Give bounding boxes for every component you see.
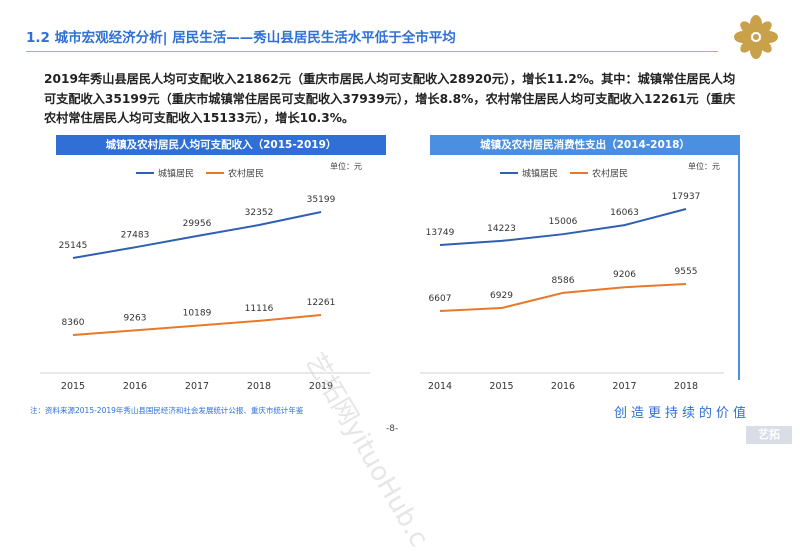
series-line-1 <box>439 283 687 312</box>
data-label: 9206 <box>613 270 636 280</box>
data-label: 27483 <box>121 230 150 240</box>
right-chart-panel <box>420 135 738 400</box>
data-label: 6929 <box>490 291 513 301</box>
unit-label: 单位：元 <box>688 161 720 171</box>
data-label: 35199 <box>307 195 336 205</box>
left-chart-title: 城镇及农村居民人均可支配收入（2015-2019） <box>56 135 386 155</box>
legend-label-1: 农村居民 <box>592 168 628 180</box>
data-label: 17937 <box>672 192 701 202</box>
data-label: 15006 <box>549 217 578 227</box>
x-tick-label: 2017 <box>612 381 636 392</box>
series-line-1 <box>72 314 322 336</box>
source-note: 注：资料来源2015-2019年秀山县国民经济和社会发展统计公报、重庆市统计年鉴 <box>30 406 304 415</box>
x-tick-label: 2015 <box>489 381 513 392</box>
series-line-0 <box>439 208 687 246</box>
data-label: 25145 <box>59 241 88 251</box>
expenditure-line-chart: 城镇居民 农村居民 单位：元 13749 14223 15006 16063 17937 660… <box>420 161 724 392</box>
x-tick-label: 2019 <box>309 381 333 392</box>
x-tick-label: 2014 <box>428 381 452 392</box>
legend-label-0: 城镇居民 <box>158 168 194 180</box>
data-label: 13749 <box>426 228 455 238</box>
x-tick-label: 2016 <box>551 381 575 392</box>
data-label: 8360 <box>62 318 85 328</box>
series-line-0 <box>72 211 322 259</box>
data-label: 32352 <box>245 208 274 218</box>
page-title: 1.2 城市宏观经济分析| 居民生活——秀山县居民生活水平低于全市平均 <box>26 30 456 46</box>
x-tick-label: 2016 <box>123 381 147 392</box>
data-label: 9263 <box>124 313 147 323</box>
flower-logo-icon <box>734 15 778 59</box>
legend-label-0: 城镇居民 <box>522 168 558 180</box>
data-label: 6607 <box>429 294 452 304</box>
income-line-chart: 城镇居民 农村居民 单位：元 25145 27483 29956 32352 35199 836… <box>40 161 370 392</box>
data-label: 11116 <box>245 304 274 314</box>
summary-text: 2019年秀山县居民人均可支配收入21862元（重庆市居民人均可支配收入2892… <box>44 72 736 125</box>
x-tick-label: 2015 <box>61 381 85 392</box>
x-tick-label: 2018 <box>247 381 271 392</box>
corner-watermark: 艺拓 <box>746 426 792 444</box>
slogan-text: 创造更持续的价值 <box>614 406 751 421</box>
x-tick-label: 2017 <box>185 381 209 392</box>
unit-label: 单位：元 <box>330 161 362 171</box>
data-label: 8586 <box>552 276 575 286</box>
data-label: 10189 <box>183 309 212 319</box>
data-label: 29956 <box>183 219 212 229</box>
data-label: 12261 <box>307 298 336 308</box>
data-label: 14223 <box>487 224 516 234</box>
page-number: -8- <box>386 424 399 434</box>
data-label: 16063 <box>610 208 639 218</box>
left-chart-panel <box>40 135 386 400</box>
data-label: 9555 <box>675 267 698 277</box>
title-divider <box>26 51 718 52</box>
x-tick-label: 2018 <box>674 381 698 392</box>
legend-label-1: 农村居民 <box>228 168 264 180</box>
right-chart-title: 城镇及农村居民消费性支出（2014-2018） <box>430 135 740 155</box>
